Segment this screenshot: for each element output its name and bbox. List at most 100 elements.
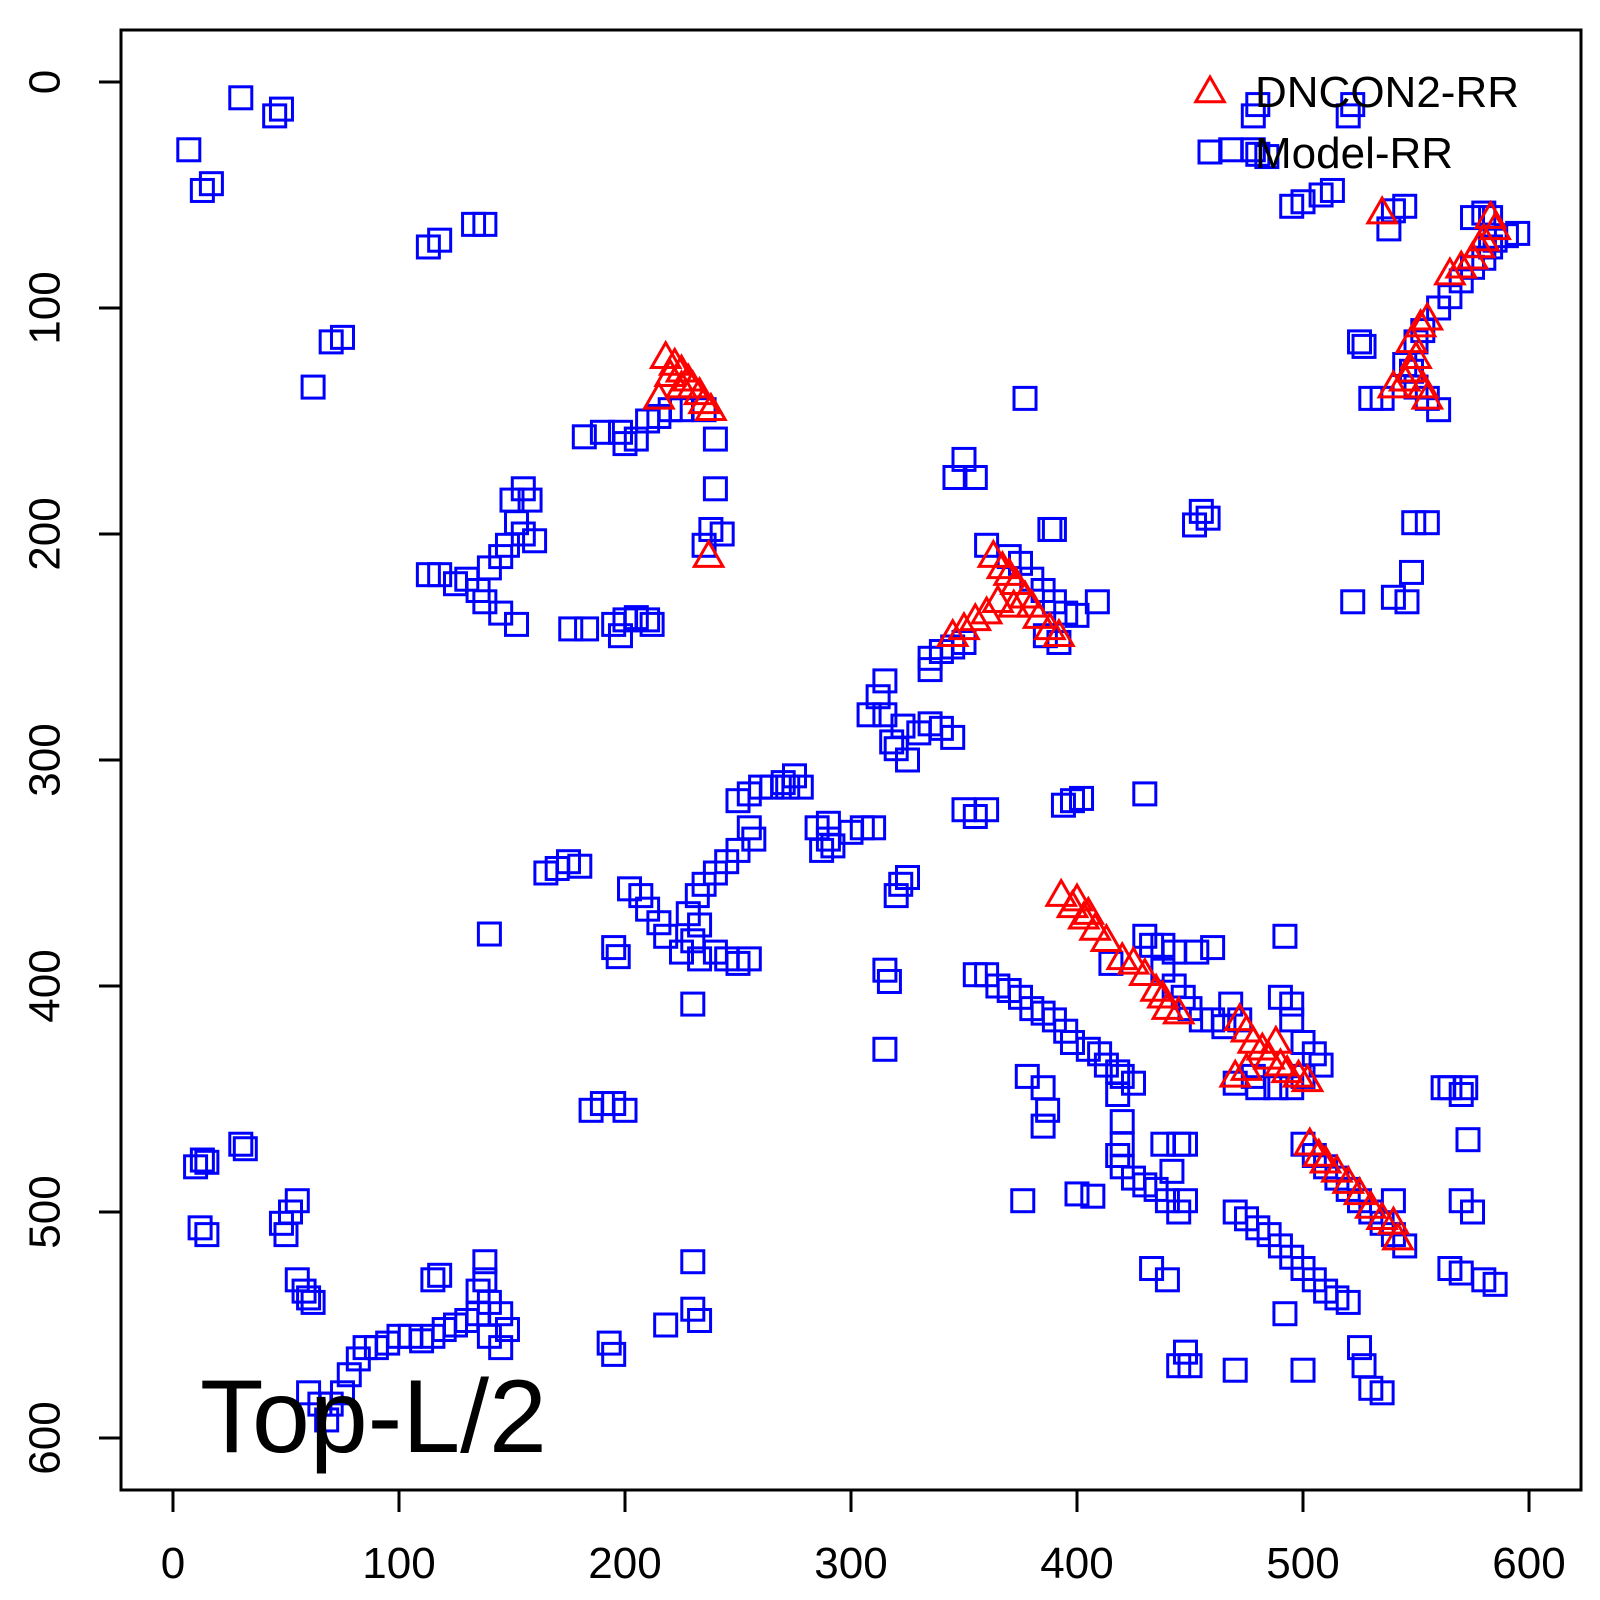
x-tick-label: 300 [814, 1539, 887, 1588]
model-rr-point [415, 562, 441, 588]
model-rr-point [329, 324, 355, 350]
dncon2-rr-point [657, 346, 692, 376]
model-rr-point [1340, 589, 1366, 615]
model-rr-point [284, 1267, 310, 1293]
dncon2-rr-point [985, 549, 1020, 580]
legend-triangle-symbol [1193, 73, 1227, 104]
dncon2-rr-point [1365, 195, 1399, 225]
model-rr-point [668, 939, 694, 965]
model-rr-point [601, 1341, 627, 1367]
dncon2-rr-point [1444, 249, 1479, 279]
dncon2-rr-point [1320, 1153, 1354, 1183]
model-rr-point [427, 227, 453, 253]
model-rr-point [1351, 333, 1377, 359]
model-rr-point [680, 991, 706, 1017]
model-rr-point [329, 1380, 355, 1406]
model-rr-point [1084, 589, 1110, 615]
model-rr-point [228, 1131, 254, 1157]
model-rr-point [607, 623, 633, 649]
model-rr-point [1010, 1188, 1036, 1214]
model-rr-point [262, 103, 288, 129]
top-l2-annotation: Top-L/2 [200, 1359, 547, 1475]
dncon2-rr-point [1353, 1189, 1388, 1219]
model-rr-point [574, 616, 600, 642]
model-rr-point [1455, 1127, 1481, 1153]
model-rr-point [442, 571, 468, 597]
dncon2-rr-point [996, 588, 1031, 618]
model-rr-point [680, 1249, 706, 1275]
model-rr-point [770, 770, 796, 796]
model-rr-point [653, 1312, 679, 1338]
model-rr-point [702, 426, 728, 452]
model-rr-point [1410, 318, 1436, 344]
dncon2-rr-point [1342, 1175, 1377, 1206]
model-rr-point [687, 946, 713, 972]
model-rr-point [1394, 589, 1420, 615]
model-rr-point [198, 171, 224, 197]
model-rr-point [1340, 92, 1366, 118]
dncon2-rr-point [691, 538, 726, 568]
model-rr-point [1240, 103, 1266, 129]
model-rr-point [476, 921, 502, 947]
model-rr-point [865, 684, 891, 710]
x-tick-label: 400 [1040, 1539, 1113, 1588]
model-rr-point [427, 1262, 453, 1288]
model-rr-point [472, 1249, 498, 1275]
x-tick-label: 100 [362, 1539, 435, 1588]
model-rr-point [1279, 991, 1305, 1017]
model-rr-point [883, 883, 909, 909]
dncon2-rr-point [1263, 1047, 1298, 1077]
model-rr-point [883, 736, 909, 762]
x-tick-label: 200 [588, 1539, 661, 1588]
model-rr-point [1154, 1267, 1180, 1293]
model-rr-point [1188, 498, 1214, 524]
model-rr-point [1272, 1301, 1298, 1327]
dncon2-rr-point [1259, 1024, 1293, 1054]
dncon2-rr-point [1127, 956, 1162, 986]
model-rr-point [1401, 510, 1427, 536]
model-rr-point [702, 476, 728, 502]
model-rr-point [1150, 1131, 1176, 1157]
dncon2-rr-point [1229, 1051, 1264, 1081]
model-rr-point [1376, 216, 1402, 242]
model-rr-point [1064, 602, 1090, 628]
model-rr-point [635, 896, 661, 922]
legend: DNCON2-RR Model-RR [1193, 68, 1519, 178]
model-rr-point [300, 374, 326, 400]
model-rr-point [1319, 177, 1345, 203]
model-rr-point [1064, 1181, 1090, 1207]
model-rr-point [300, 1289, 326, 1315]
x-tick-label: 0 [161, 1539, 185, 1588]
dncon2-rr-point [1161, 995, 1196, 1025]
model-rr-point [684, 883, 710, 909]
model-rr-point [876, 968, 902, 994]
plot-frame [119, 28, 1583, 1492]
model-rr-point [194, 1222, 220, 1248]
dncon2-rr-point [958, 601, 993, 632]
model-rr-point [942, 464, 968, 490]
model-rr-point [494, 1317, 520, 1343]
model-rr-point [1347, 1335, 1373, 1361]
dncon2-rr-point [1331, 1164, 1366, 1194]
model-rr-point [1245, 141, 1271, 167]
model-rr-point [736, 946, 762, 972]
model-rr-point [1080, 1183, 1106, 1209]
model-rr-point [1098, 950, 1124, 976]
y-tick-label: 100 [21, 271, 70, 344]
model-rr-point [1392, 193, 1418, 219]
x-tick-label: 600 [1492, 1539, 1565, 1588]
model-rr-point [617, 876, 643, 902]
model-rr-point [1069, 785, 1095, 811]
model-rr-point [1482, 1271, 1508, 1297]
model-rr-point [1380, 584, 1406, 610]
model-rr-point [284, 1188, 310, 1214]
model-rr-point [1195, 505, 1221, 531]
model-rr-point [687, 1307, 713, 1333]
dncon2-rr-point [694, 391, 728, 421]
model-rr-point [522, 528, 548, 554]
model-rr-point [1380, 1188, 1406, 1214]
model-rr-point [1279, 1075, 1305, 1101]
model-rr-point [1240, 137, 1266, 163]
model-rr-point [1041, 516, 1067, 542]
